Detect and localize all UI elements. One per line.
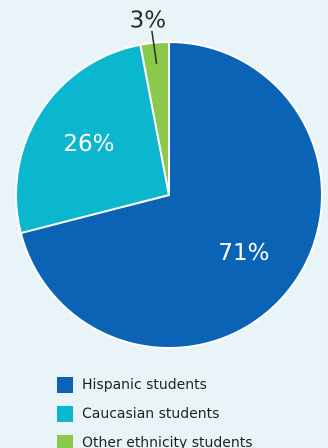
legend-swatch-caucasian [57,405,73,422]
slice-label-other: 3% [130,8,167,34]
leader-line-other [151,30,158,65]
legend-swatch-other [57,434,73,448]
pie-slice-caucasian [15,43,170,235]
legend-swatch-hispanic [57,376,73,393]
legend-item-other: Other ethnicity students [57,428,253,448]
legend-label-other: Other ethnicity students [82,434,253,448]
legend-item-hispanic: Hispanic students [57,370,253,399]
legend: Hispanic students Caucasian students Oth… [57,370,253,448]
legend-label-caucasian: Caucasian students [82,405,220,422]
slice-label-caucasian: 26% [63,131,114,157]
pie-slices [15,41,323,349]
pie-labels: 71% 26% 3% [63,8,269,266]
legend-label-hispanic: Hispanic students [82,376,207,393]
legend-item-caucasian: Caucasian students [57,399,253,428]
slice-label-hispanic: 71% [218,240,269,266]
pie-slice-hispanic [19,41,323,349]
pie-slice-other [139,41,170,196]
